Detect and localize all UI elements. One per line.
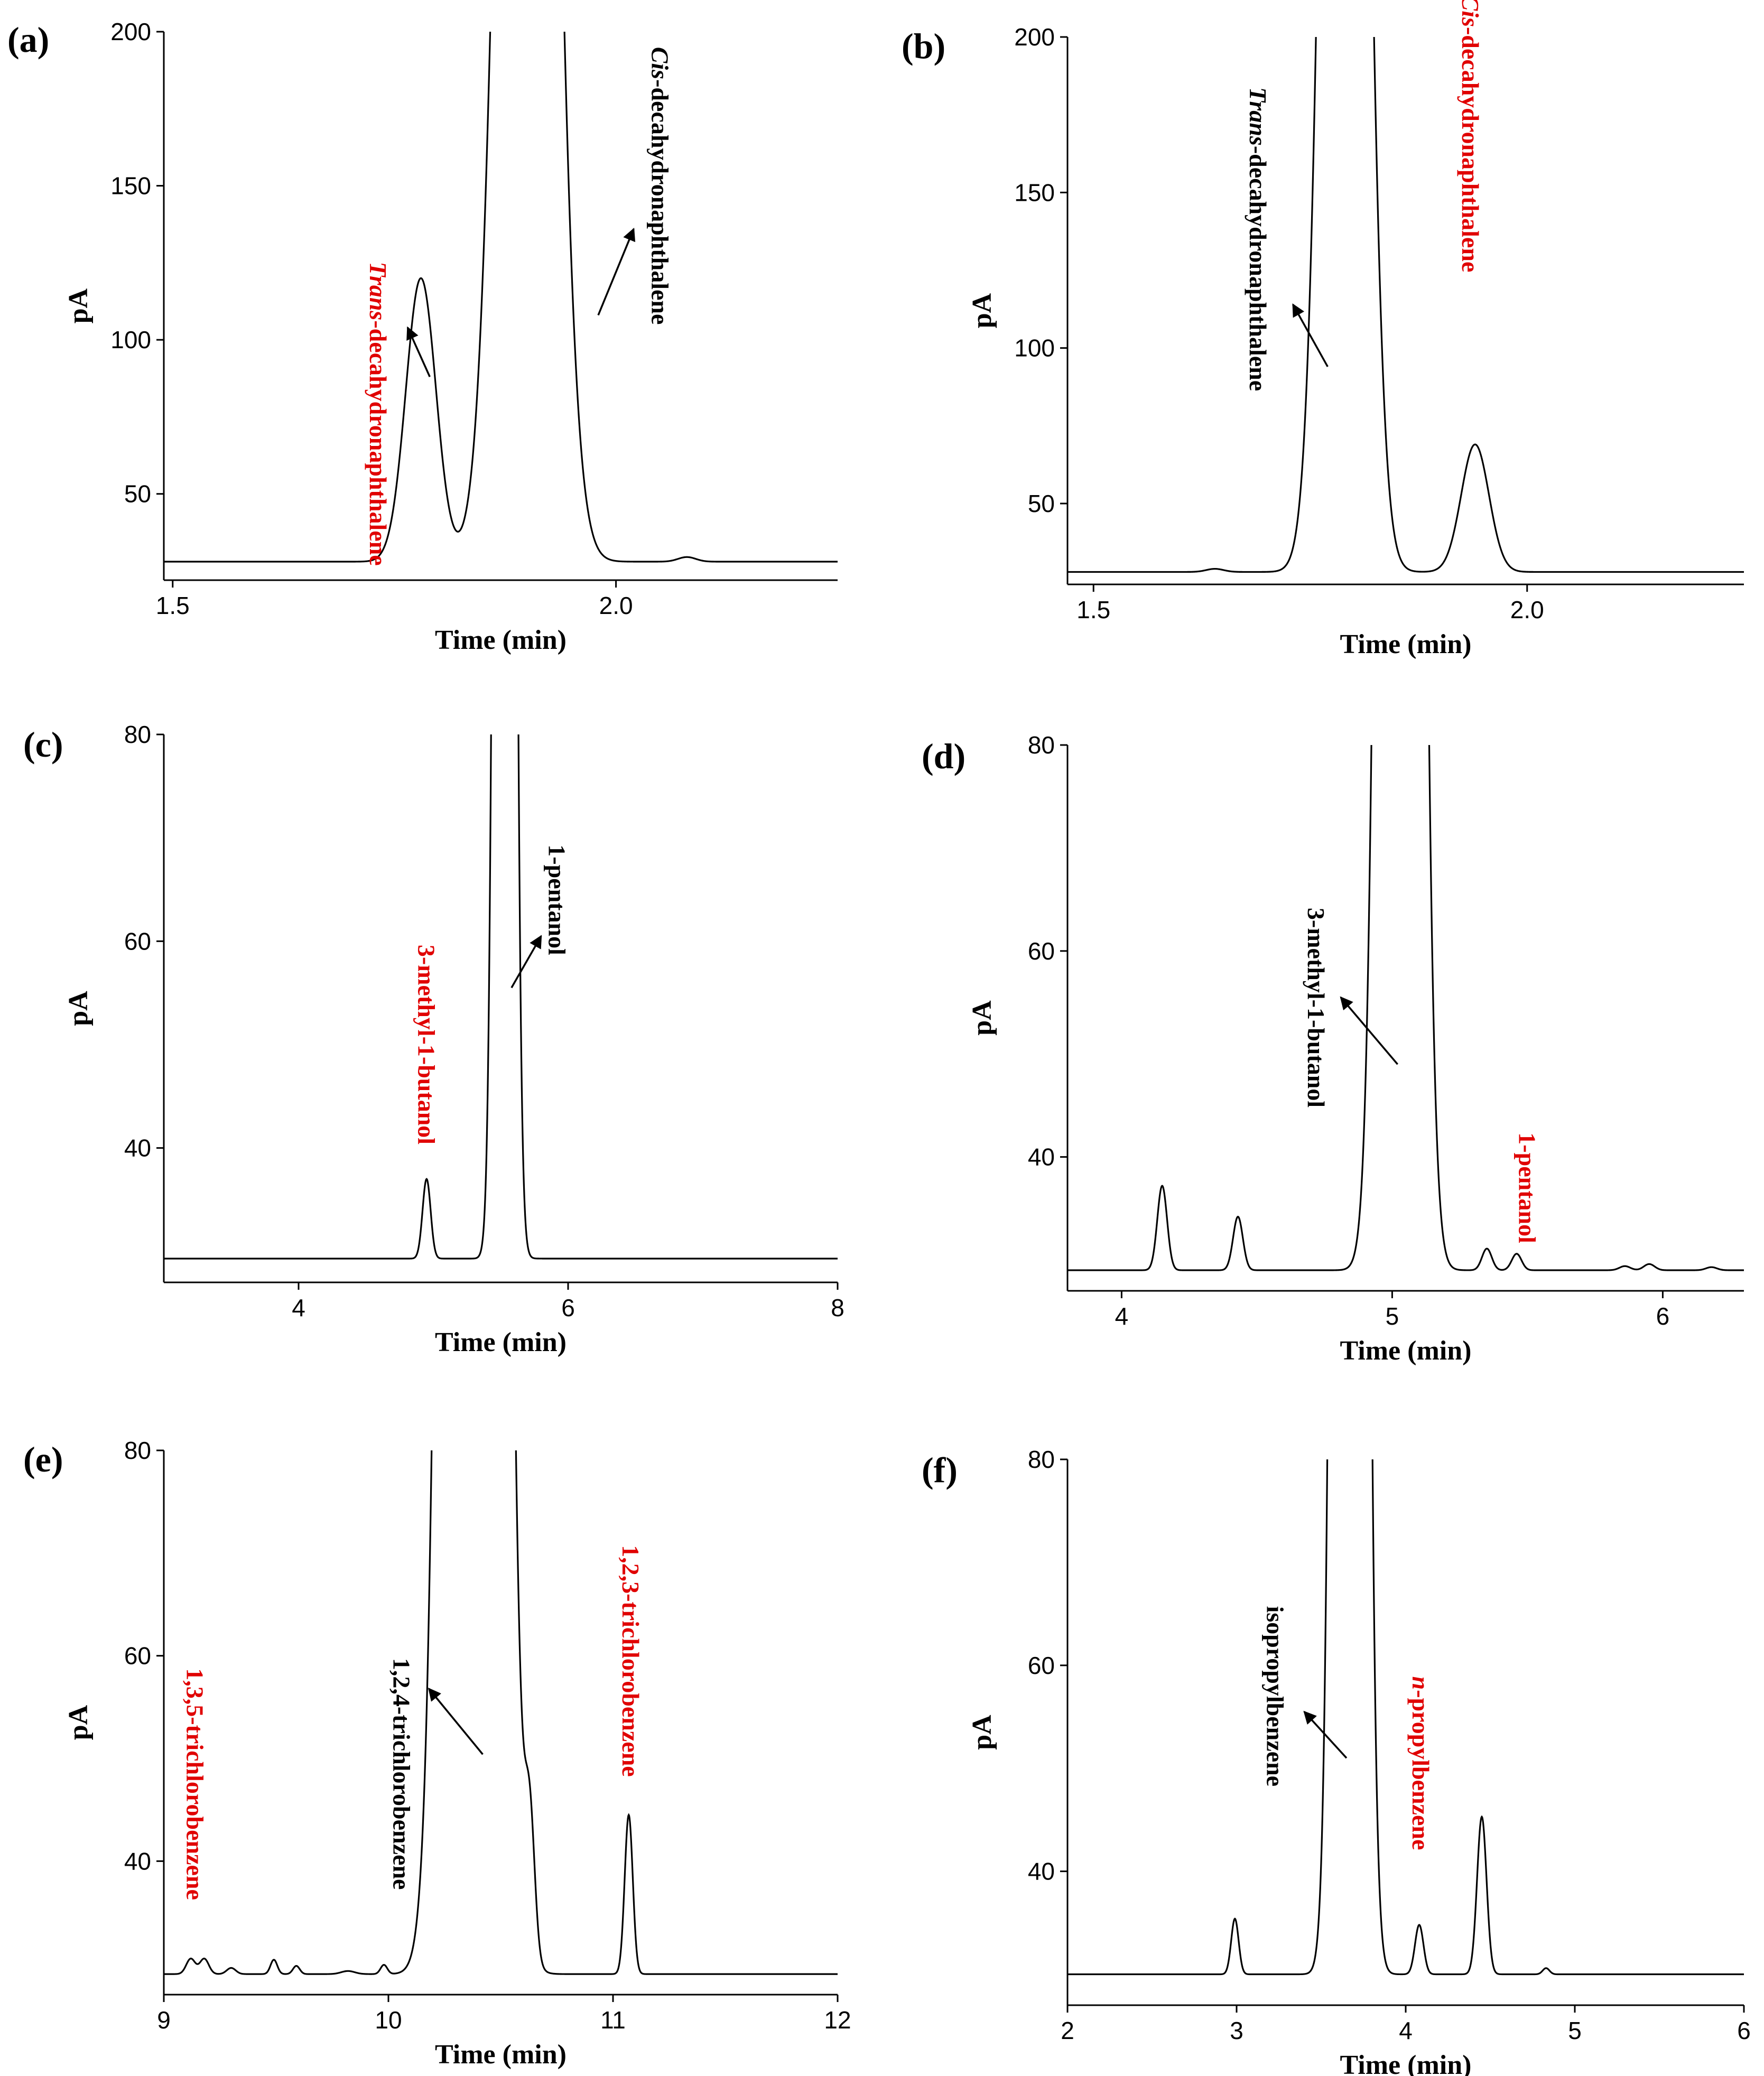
peak-annotation: Cis-decahydronaphthalene [1457,0,1484,272]
peak-annotation: 1,3,5-trichlorobenzene [182,1668,209,1900]
y-tick-label: 150 [110,172,151,200]
chromatogram-trace [164,32,838,563]
chart-panel-5: 40 60 80 9 10 11 12 Time (min) pA (e) 1,3,5-trichl… [23,1437,851,2070]
y-axis-title: pA [967,1000,997,1036]
x-tick-label: 1.5 [156,592,190,619]
chromatogram-trace [1067,745,1744,1271]
y-tick-label: 200 [110,18,151,45]
chart-panel-2: 50 100 150 200 1.5 2.0 Time (min) pA (b) Trans-de… [902,0,1744,659]
annotation-arrow [406,326,431,377]
y-tick-label: 50 [1028,490,1055,517]
x-tick-label: 6 [1737,2017,1751,2044]
x-axis-title: Time (min) [435,1327,567,1357]
x-tick-label: 2.0 [599,592,633,619]
y-axis-title: pA [63,991,94,1026]
y-axis-title: pA [63,1705,94,1740]
x-tick-label: 2.0 [1510,596,1544,623]
y-tick-label: 40 [1028,1143,1055,1171]
peak-annotation: 1,2,4-trichlorobenzene [388,1658,415,1890]
annotation-arrow [428,1687,484,1755]
y-tick-label: 40 [124,1847,151,1875]
y-tick-label: 60 [1028,937,1055,965]
peak-annotation: 3-methyl-1-butanol [413,945,440,1144]
peak-annotation: isopropylbenzene [1262,1606,1289,1786]
y-tick-label: 200 [1014,23,1055,51]
peak-annotation: 1,2,3-trichlorobenzene [618,1545,645,1777]
chart-panel-4: 40 60 80 4 5 6 Time (min) pA (d) 3-methyl-1-butan… [922,731,1744,1366]
y-tick-label: 40 [124,1134,151,1162]
y-tick-label: 60 [124,1642,151,1670]
x-tick-label: 6 [561,1294,575,1321]
y-axis-title: pA [967,1715,997,1750]
y-tick-label: 100 [1014,334,1055,362]
annotation-arrow [510,935,542,989]
x-tick-label: 12 [824,2006,851,2034]
y-tick-label: 50 [124,480,151,508]
panel-label: (e) [23,1439,63,1479]
x-tick-label: 4 [1115,1302,1129,1330]
chromatogram-trace [164,734,838,1260]
annotation-arrow [597,227,636,316]
panel-label: (b) [902,26,945,66]
x-tick-label: 9 [157,2006,171,2034]
y-tick-label: 80 [124,721,151,748]
x-axis-title: Time (min) [435,2040,567,2070]
x-axis-title: Time (min) [1340,629,1472,659]
peak-annotation: 1-pentanol [1514,1132,1541,1243]
peak-annotation: Trans-decahydronaphthalene [1245,87,1272,391]
x-tick-label: 4 [292,1294,305,1321]
x-tick-label: 5 [1568,2017,1582,2044]
chart-panel-1: 50 100 150 200 1.5 2.0 Time (min) pA (a) Trans-de… [7,18,838,655]
y-tick-label: 150 [1014,179,1055,206]
chromatogram-trace [1067,1459,1744,1976]
x-axis-title: Time (min) [1340,1336,1472,1366]
chart-panel-3: 40 60 80 4 6 8 Time (min) pA (c) 3-methyl-1-butan… [23,721,844,1357]
x-axis-title: Time (min) [1340,2050,1472,2076]
x-tick-label: 1.5 [1076,596,1110,623]
x-tick-label: 10 [375,2006,402,2034]
x-axis-title: Time (min) [435,625,567,655]
annotation-arrow [1292,303,1329,367]
y-tick-label: 80 [1028,1446,1055,1473]
panel-label: (c) [23,724,63,765]
y-tick-label: 60 [124,927,151,955]
panel-label: (f) [922,1450,958,1490]
peak-annotation: Trans-decahydronaphthalene [365,262,392,566]
peak-annotation: 1-pentanol [544,844,571,955]
x-tick-label: 2 [1061,2017,1074,2044]
chromatogram-trace [1067,37,1744,573]
peak-annotation: Cis-decahydronaphthalene [647,47,674,325]
x-tick-label: 11 [600,2006,626,2034]
x-tick-label: 6 [1656,1302,1670,1330]
y-tick-label: 60 [1028,1652,1055,1679]
annotation-arrow [1303,1710,1348,1759]
x-tick-label: 5 [1386,1302,1399,1330]
annotation-arrow [1340,996,1398,1065]
y-tick-label: 80 [124,1437,151,1464]
peak-annotation: n-propylbenzene [1407,1677,1434,1850]
chromatogram-trace [164,1450,838,1975]
y-tick-label: 80 [1028,731,1055,759]
y-tick-label: 100 [110,326,151,353]
x-tick-label: 4 [1399,2017,1413,2044]
chart-panel-6: 40 60 80 2 3 4 5 6 Time (min) pA (f) isopropylbenze… [922,1446,1751,2076]
y-tick-label: 40 [1028,1858,1055,1885]
y-axis-title: pA [63,288,94,323]
panel-label: (d) [922,736,965,776]
x-tick-label: 8 [831,1294,844,1321]
panel-label: (a) [7,20,49,60]
y-axis-title: pA [967,293,997,328]
peak-annotation: 3-methyl-1-butanol [1303,908,1330,1107]
x-tick-label: 3 [1230,2017,1243,2044]
